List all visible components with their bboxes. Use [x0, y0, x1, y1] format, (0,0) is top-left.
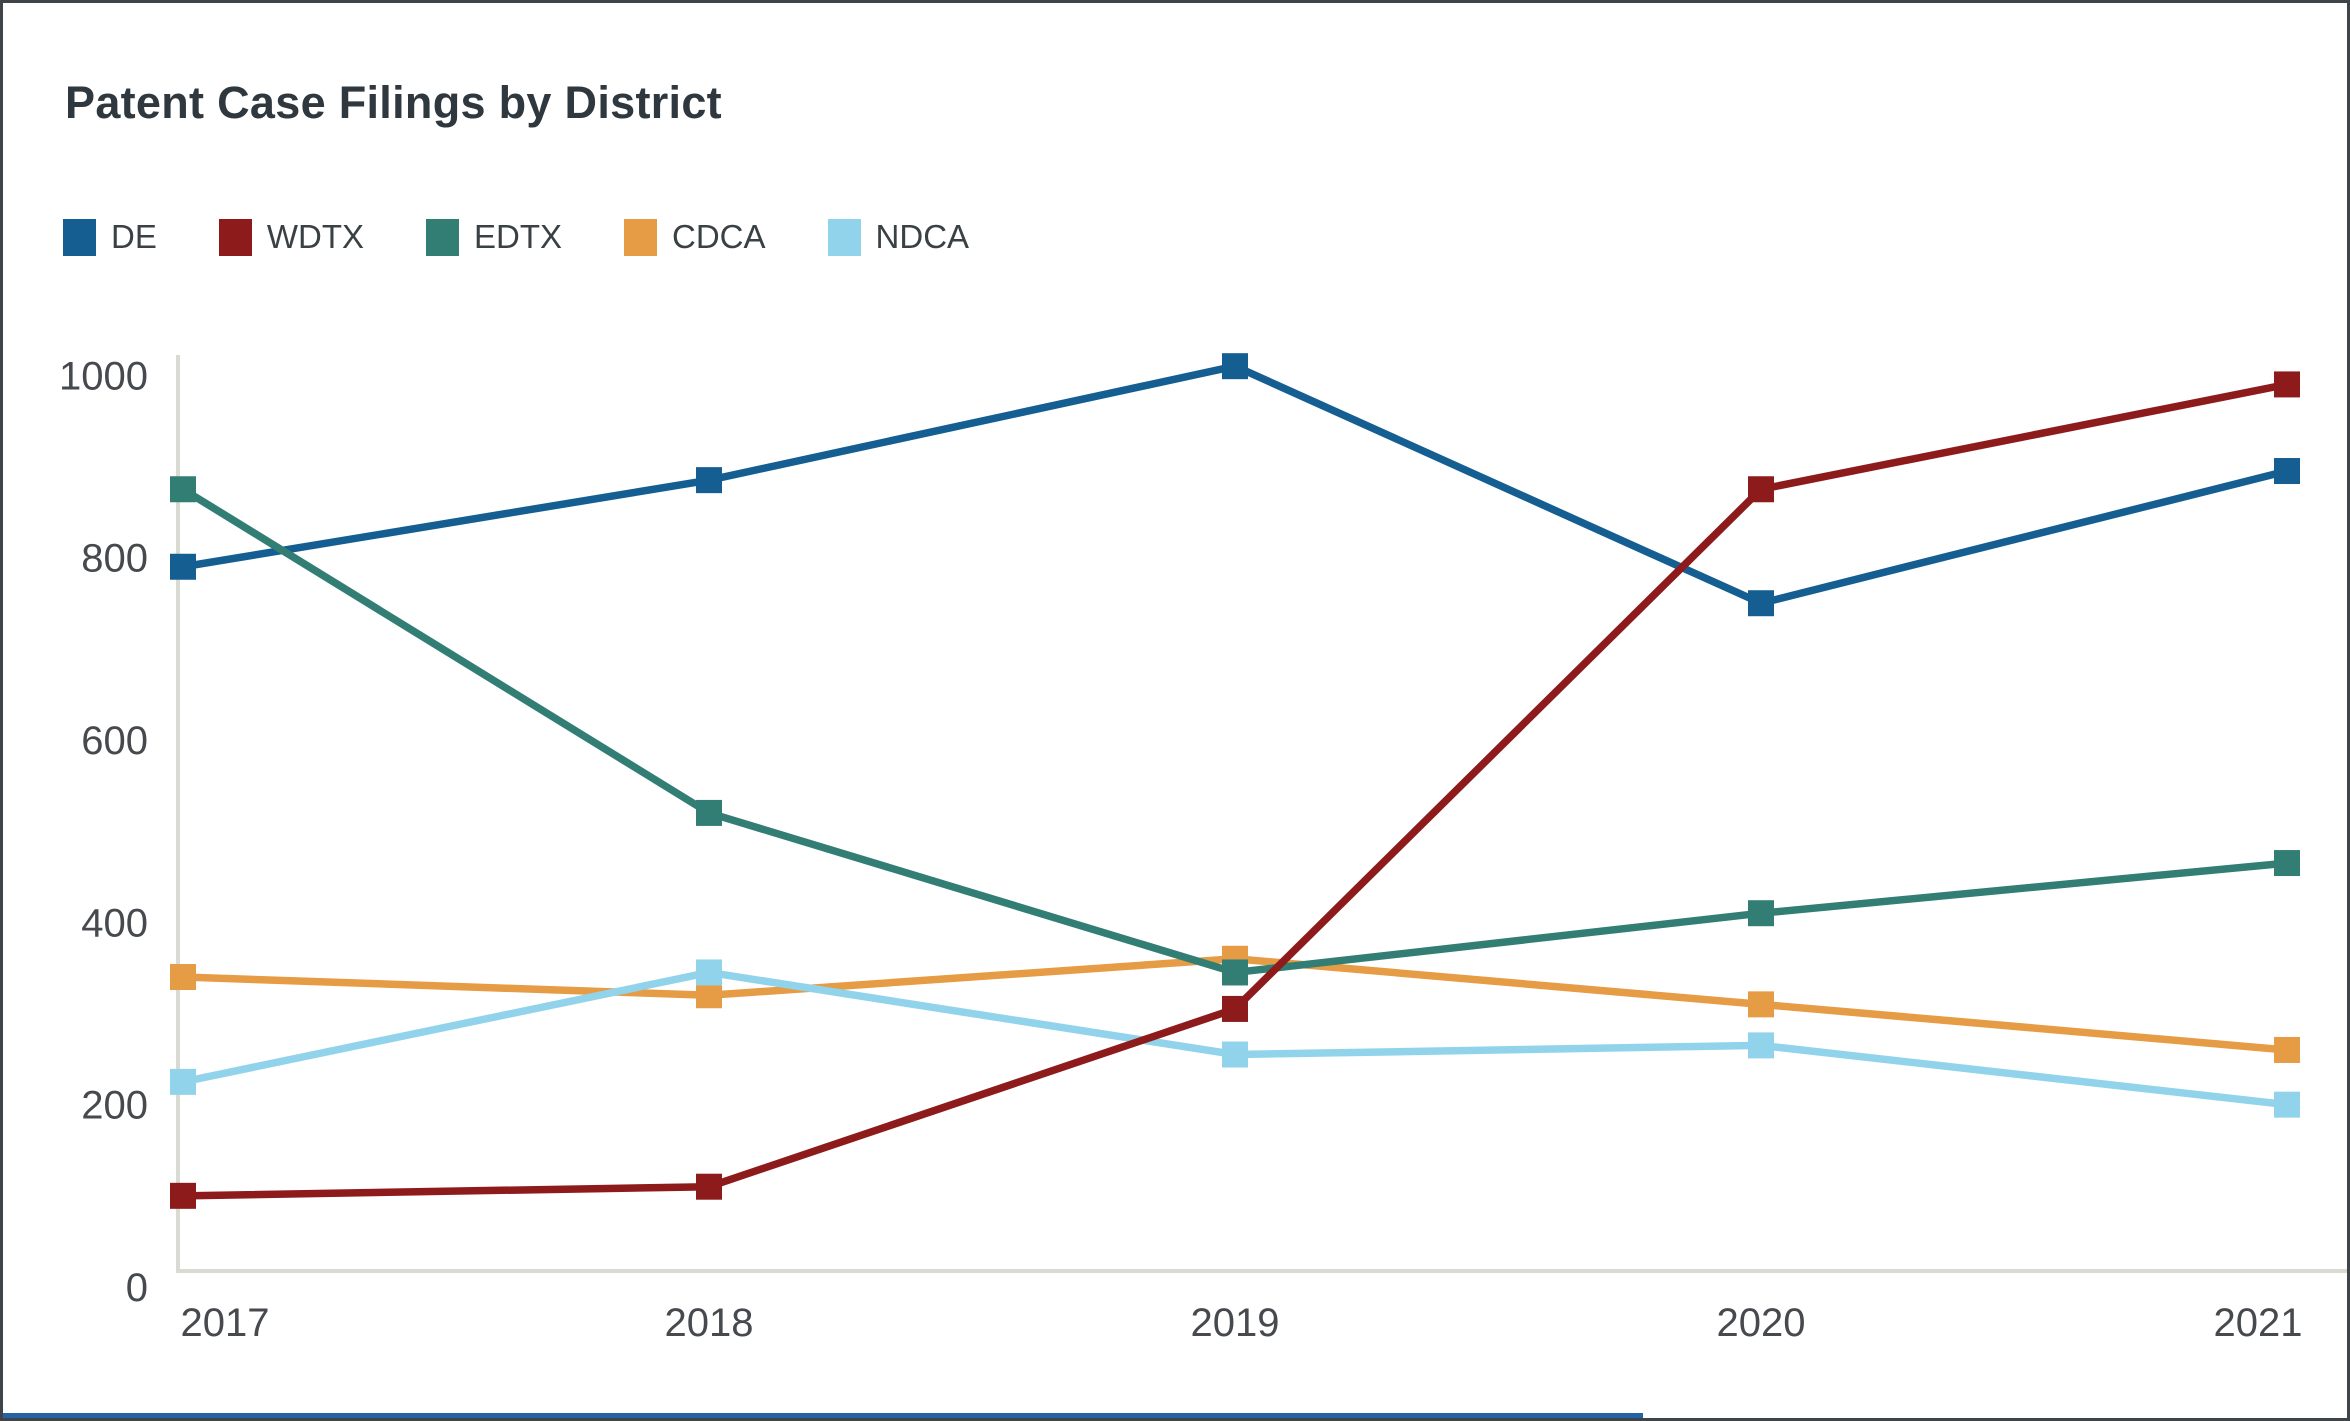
y-tick-label: 800: [81, 537, 148, 581]
series-marker-edtx-2018: [696, 799, 722, 826]
y-tick-label: 1000: [59, 354, 148, 398]
legend-label: DE: [111, 218, 157, 255]
series-marker-wdtx-2017: [170, 1182, 196, 1209]
y-tick-label: 200: [81, 1084, 148, 1128]
series-marker-de-2017: [170, 553, 196, 580]
series-marker-ndca-2021: [2274, 1091, 2300, 1118]
series-marker-de-2020: [1748, 590, 1774, 617]
series-marker-edtx-2020: [1748, 900, 1774, 927]
x-tick-label: 2019: [1191, 1301, 1280, 1345]
series-marker-edtx-2021: [2274, 850, 2300, 877]
x-tick-label: 2021: [2214, 1301, 2303, 1345]
series-marker-ndca-2018: [696, 959, 722, 986]
series-marker-de-2021: [2274, 458, 2300, 485]
y-tick-label: 400: [81, 901, 148, 945]
bottom-accent-strip: [3, 1413, 1643, 1418]
line-chart: 0 200 400 600 800 1000 2017 2018 2019 2020 2021: [59, 353, 2347, 1345]
legend-swatch-edtx: [426, 218, 459, 256]
series-marker-cdca-2021: [2274, 1036, 2300, 1063]
legend-item-ndca: NDCA: [827, 218, 970, 256]
series-marker-wdtx-2021: [2274, 371, 2300, 398]
legend-item-wdtx: WDTX: [218, 218, 364, 256]
legend-item-edtx: EDTX: [426, 218, 562, 256]
x-tick-label: 2017: [181, 1301, 270, 1345]
series-marker-ndca-2019: [1222, 1041, 1248, 1068]
series-line-de: [182, 362, 2288, 608]
legend: DE WDTX EDTX CDCA NDCA: [63, 218, 1031, 256]
series-marker-edtx-2017: [170, 476, 196, 503]
x-tick-label: 2020: [1717, 1301, 1806, 1345]
series-marker-ndca-2020: [1748, 1032, 1774, 1059]
series-marker-wdtx-2019: [1222, 995, 1248, 1022]
series-marker-cdca-2018: [696, 982, 722, 1009]
series-marker-wdtx-2018: [696, 1173, 722, 1200]
y-tick-label: 0: [126, 1266, 148, 1310]
x-tick-label: 2018: [665, 1301, 754, 1345]
series-marker-cdca-2020: [1748, 991, 1774, 1018]
legend-label: WDTX: [266, 218, 364, 255]
y-tick-label: 600: [81, 719, 148, 763]
legend-swatch-cdca: [624, 218, 658, 256]
legend-label: NDCA: [875, 218, 970, 255]
series-marker-wdtx-2020: [1748, 476, 1774, 503]
series-marker-ndca-2017: [170, 1068, 196, 1095]
series-line-edtx: [181, 486, 2288, 977]
series-marker-edtx-2019: [1222, 959, 1248, 986]
legend-item-cdca: CDCA: [624, 218, 766, 256]
series-line-ndca: [182, 968, 2288, 1109]
legend-label: CDCA: [672, 218, 766, 255]
legend-item-de: DE: [63, 218, 157, 256]
chart-title: Patent Case Filings by District: [65, 77, 722, 128]
series-marker-de-2018: [696, 467, 722, 494]
legend-label: EDTX: [474, 218, 563, 255]
series-marker-de-2019: [1222, 353, 1248, 380]
legend-swatch-de: [63, 218, 96, 256]
series-marker-cdca-2017: [170, 964, 196, 991]
series-line-wdtx: [182, 380, 2288, 1200]
legend-swatch-ndca: [827, 218, 861, 256]
legend-swatch-wdtx: [218, 218, 252, 256]
